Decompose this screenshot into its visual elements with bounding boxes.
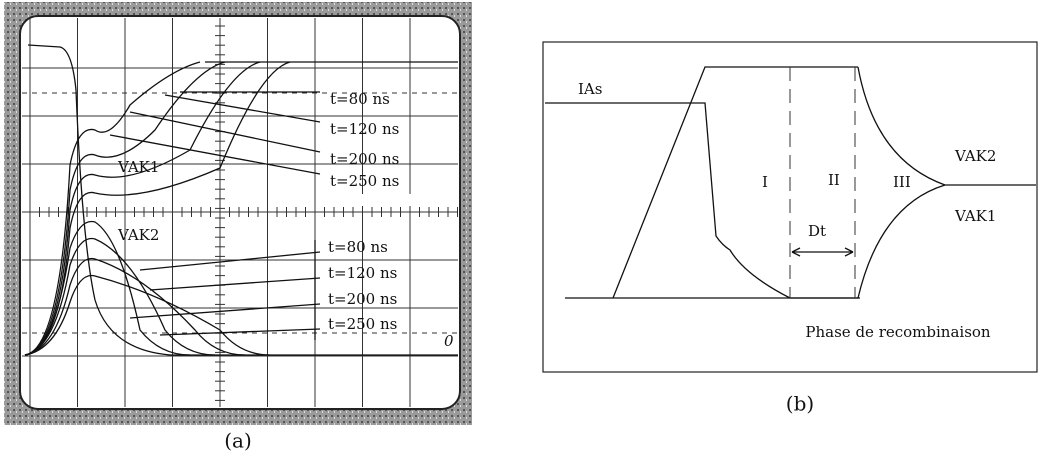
region-label: II bbox=[828, 171, 840, 189]
oscilloscope: t=80 ns t=120 ns t=200 ns t=250 ns t=80 ns t=… bbox=[4, 2, 472, 453]
time-label: t=80 ns bbox=[328, 238, 388, 256]
vak2-trace bbox=[24, 220, 191, 356]
time-label: t=250 ns bbox=[330, 172, 399, 190]
vak2-trace bbox=[24, 257, 246, 356]
vak2-label: VAK2 bbox=[954, 147, 996, 165]
pointer-line bbox=[149, 277, 321, 291]
vak2-label: VAK2 bbox=[117, 226, 159, 244]
time-label: t=200 ns bbox=[330, 150, 399, 168]
vak2-curve bbox=[857, 66, 1036, 186]
falling-curve bbox=[27, 44, 458, 356]
label-box bbox=[318, 194, 458, 206]
time-label: t=80 ns bbox=[330, 90, 390, 108]
pointer-line bbox=[129, 111, 321, 153]
time-label: t=250 ns bbox=[328, 315, 397, 333]
time-labels: t=80 ns t=120 ns t=200 ns t=250 ns t=80 ns t=… bbox=[109, 90, 458, 340]
phase-label: Phase de recombinaison bbox=[805, 323, 991, 341]
pointer-line bbox=[129, 303, 321, 319]
diagram-frame bbox=[542, 41, 1038, 373]
vak1-trace bbox=[24, 61, 226, 356]
pointer-line bbox=[164, 94, 321, 123]
time-label: t=200 ns bbox=[328, 290, 397, 308]
dt-arrow bbox=[791, 247, 854, 257]
vak1-trace bbox=[24, 61, 201, 356]
pointer-line bbox=[109, 134, 321, 175]
zero-label: 0 bbox=[444, 332, 454, 350]
time-label: t=120 ns bbox=[330, 120, 399, 138]
dt-label: Dt bbox=[808, 222, 826, 240]
voltage-rise bbox=[612, 66, 858, 299]
vak1-curve bbox=[565, 184, 946, 299]
vak2-trace bbox=[24, 237, 216, 356]
ias-label: IAs bbox=[578, 80, 602, 98]
vak1-label: VAK1 bbox=[117, 158, 159, 176]
region-label: III bbox=[893, 173, 911, 191]
diagram: IAs I II III VAK2 VAK1 Dt Phase de recom… bbox=[542, 41, 1038, 416]
scope-grid bbox=[22, 18, 458, 407]
pointer-line bbox=[139, 251, 321, 271]
panel-a-caption: (a) bbox=[224, 429, 252, 453]
current-curve bbox=[545, 102, 860, 299]
vak1-label: VAK1 bbox=[954, 207, 996, 225]
waveforms bbox=[24, 61, 291, 356]
vak1-trace bbox=[24, 61, 261, 356]
panel-b-caption: (b) bbox=[786, 392, 814, 416]
pointer-line bbox=[159, 328, 321, 336]
region-label: I bbox=[762, 173, 768, 191]
time-label: t=120 ns bbox=[328, 264, 397, 282]
vak2-trace bbox=[24, 274, 271, 356]
